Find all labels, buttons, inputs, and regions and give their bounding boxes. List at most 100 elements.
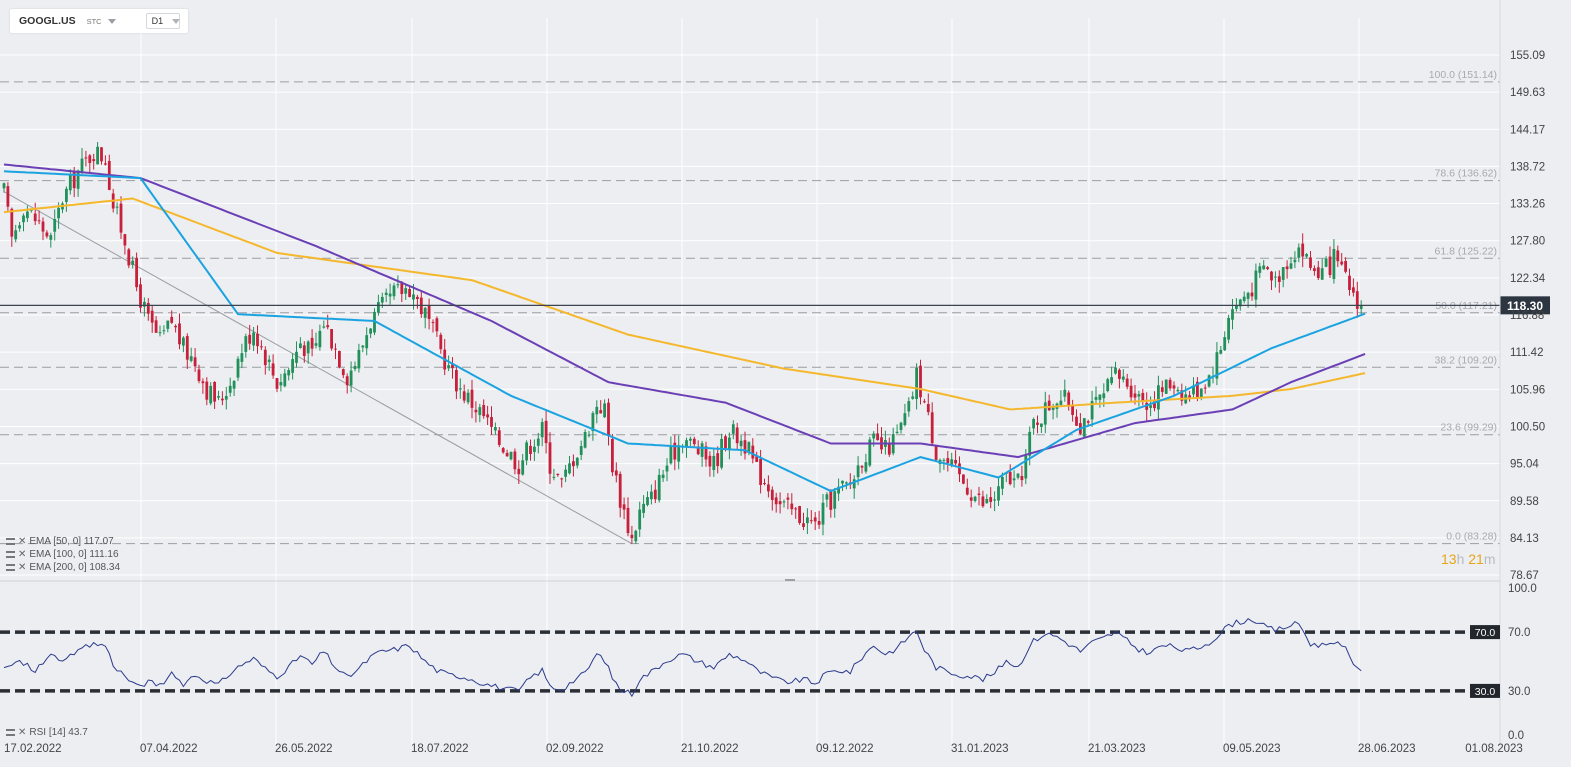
- candle-body: [1305, 254, 1308, 257]
- candle-body: [1164, 379, 1168, 394]
- candle-body: [1192, 385, 1195, 395]
- chevron-down-icon[interactable]: [107, 18, 116, 24]
- candle-body: [1203, 387, 1207, 389]
- candle-body: [790, 503, 794, 510]
- candle-body: [474, 409, 478, 413]
- candle-body: [673, 442, 677, 460]
- candle-body: [915, 367, 918, 399]
- candle-body: [146, 302, 150, 314]
- candle-body: [653, 489, 657, 500]
- close-icon[interactable]: ✕: [18, 727, 27, 738]
- time-tick-label: 09.12.2022: [816, 743, 874, 755]
- candle-body: [954, 459, 957, 464]
- price-tick-label: 127.80: [1510, 236, 1545, 248]
- candle-body: [591, 413, 595, 432]
- candle-body: [1274, 276, 1277, 278]
- candle-body: [829, 490, 833, 510]
- candle-body: [1196, 381, 1199, 398]
- trendline: [3, 191, 633, 545]
- candle-body: [279, 382, 283, 386]
- symbol-name[interactable]: GOOGL.US: [19, 15, 76, 27]
- candle-body: [794, 508, 798, 510]
- candle-body: [739, 440, 743, 447]
- candle-body: [123, 234, 127, 246]
- candle-body: [856, 465, 860, 478]
- close-icon[interactable]: ✕: [18, 562, 27, 573]
- candle-body: [638, 509, 642, 530]
- candle-body: [291, 359, 294, 373]
- ema-100-legend[interactable]: ✕ EMA [100, 0] 111.16: [6, 549, 119, 560]
- candle-body: [903, 413, 907, 425]
- candle-body: [1359, 305, 1363, 309]
- candle-body: [1063, 389, 1067, 397]
- candle-body: [626, 507, 630, 534]
- grid: [0, 18, 1500, 745]
- candle-body: [669, 446, 673, 464]
- ema-50-label: EMA [50, 0] 117.07: [29, 536, 114, 547]
- candle-body: [942, 459, 946, 461]
- rsi-tick-label: 70.0: [1508, 627, 1530, 639]
- candle-body: [685, 440, 688, 448]
- price-tick-label: 155.09: [1510, 50, 1545, 62]
- candle-body: [431, 321, 435, 323]
- time-axis: 17.02.2022 07.04.2022 26.05.2022 18.07.2022…: [4, 743, 1523, 755]
- countdown-minutes: 21: [1468, 551, 1484, 567]
- candle-body: [634, 530, 638, 542]
- candle-body: [1199, 388, 1203, 397]
- rsi-tick-label: 100.0: [1508, 583, 1537, 595]
- ema-50-legend[interactable]: ✕ EMA [50, 0] 117.07: [6, 536, 114, 547]
- candle-body: [213, 382, 216, 402]
- candle-body: [451, 364, 454, 369]
- candle-body: [989, 497, 993, 502]
- time-tick-label: 09.05.2023: [1223, 743, 1281, 755]
- candle-body: [392, 285, 396, 297]
- candle-body: [377, 302, 380, 313]
- rsi-level-value: 70.0: [1475, 627, 1496, 639]
- close-icon[interactable]: ✕: [18, 536, 27, 547]
- candle-body: [2, 183, 6, 189]
- ema-100-label: EMA [100, 0] 111.16: [29, 549, 119, 560]
- candle-body: [985, 498, 989, 504]
- candle-body: [306, 341, 310, 354]
- candle-body: [92, 159, 96, 162]
- candle-body: [283, 373, 287, 387]
- price-tick-label: 149.63: [1510, 87, 1545, 99]
- settings-icon[interactable]: [6, 564, 15, 571]
- candle-body: [404, 288, 408, 294]
- candle-body: [1250, 292, 1254, 297]
- ema-200-legend[interactable]: ✕ EMA [200, 0] 108.34: [6, 562, 120, 573]
- candle-body: [981, 496, 985, 507]
- settings-icon[interactable]: [6, 729, 15, 736]
- candle-body: [178, 323, 181, 345]
- timeframe-select[interactable]: D1: [145, 13, 181, 29]
- candle-body: [607, 402, 610, 437]
- rsi-line: [3, 618, 1362, 698]
- settings-icon[interactable]: [6, 551, 15, 558]
- candle-body: [1262, 265, 1266, 270]
- candle-body: [895, 431, 899, 434]
- market-type: STC: [86, 16, 102, 26]
- candle-body: [135, 257, 138, 288]
- rsi-legend[interactable]: ✕ RSI [14] 43.7: [6, 727, 88, 738]
- current-price-line: 118.30: [0, 296, 1550, 315]
- rsi-tick-label: 0.0: [1508, 730, 1524, 742]
- candle-body: [899, 422, 903, 430]
- candle-body: [205, 381, 209, 400]
- close-icon[interactable]: ✕: [18, 549, 27, 560]
- candle-body: [380, 296, 384, 303]
- candle-body: [1270, 271, 1273, 281]
- candle-body: [630, 534, 634, 539]
- candle-body: [1277, 276, 1281, 283]
- candle-body: [1028, 431, 1032, 456]
- price-axis: 155.09 149.63 144.17 138.72 133.26 127.80 122.…: [0, 0, 1546, 745]
- candle-body: [373, 311, 376, 333]
- candle-body: [763, 483, 766, 485]
- price-tick-label: 78.67: [1510, 570, 1539, 582]
- candle-body: [650, 491, 653, 500]
- settings-icon[interactable]: [6, 538, 15, 545]
- chevron-down-icon[interactable]: [172, 18, 181, 24]
- candle-body: [1071, 405, 1074, 415]
- time-tick-label: 21.10.2022: [681, 743, 739, 755]
- candle-body: [587, 434, 591, 436]
